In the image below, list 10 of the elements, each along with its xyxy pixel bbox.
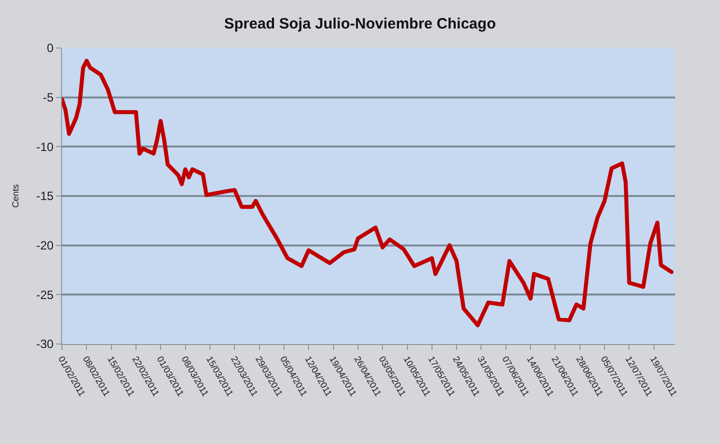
- chart-title: Spread Soja Julio-Noviembre Chicago: [224, 15, 496, 32]
- y-tick-label: -5: [42, 90, 54, 105]
- y-tick-label: 0: [46, 41, 54, 56]
- y-tick-label: -30: [36, 337, 54, 352]
- y-tick-label: -15: [36, 189, 54, 204]
- y-axis-title: Cents: [10, 184, 21, 208]
- line-series: [62, 58, 674, 328]
- y-tick-label: -20: [36, 238, 54, 253]
- y-tick-label: -25: [36, 288, 54, 302]
- y-tick-label: -10: [36, 140, 54, 154]
